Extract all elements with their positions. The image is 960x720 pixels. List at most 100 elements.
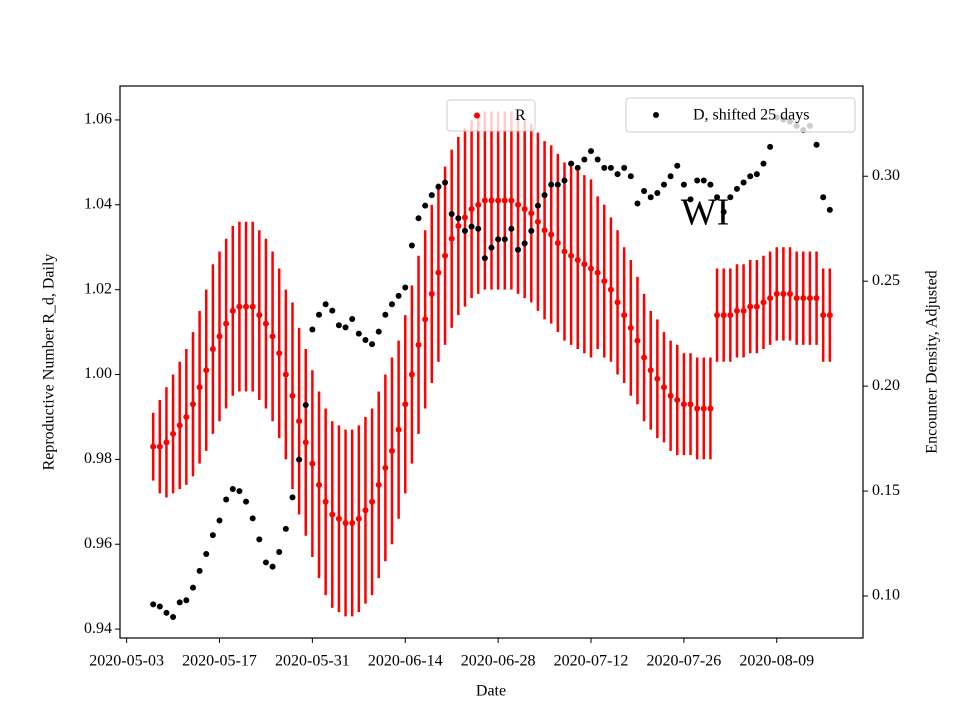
point	[355, 330, 362, 337]
x-tick-label: 2020-05-31	[275, 653, 350, 670]
point	[329, 511, 336, 518]
x-tick-label: 2020-05-17	[182, 653, 257, 670]
point	[574, 256, 581, 263]
point	[170, 614, 177, 621]
point	[826, 206, 833, 213]
point	[468, 206, 475, 213]
point	[329, 307, 336, 314]
point	[362, 336, 369, 343]
point	[388, 301, 395, 308]
x-tick-label: 2020-07-12	[554, 653, 629, 670]
point	[687, 196, 694, 203]
point	[568, 252, 575, 259]
point	[229, 307, 236, 314]
y2-tick-label: 0.20	[872, 377, 900, 394]
point	[760, 160, 767, 167]
point	[448, 211, 455, 218]
point	[541, 227, 548, 234]
point	[594, 269, 601, 276]
point	[627, 324, 634, 331]
point	[156, 443, 163, 450]
point	[647, 194, 654, 201]
point	[189, 584, 196, 591]
point	[296, 418, 303, 425]
point	[349, 315, 356, 322]
point	[322, 498, 329, 505]
point	[163, 609, 170, 616]
point	[501, 197, 508, 204]
x-tick-label: 2020-08-09	[739, 653, 814, 670]
point	[508, 197, 515, 204]
point	[276, 548, 283, 555]
y-tick-label: 1.06	[84, 111, 112, 128]
point	[408, 371, 415, 378]
point	[621, 312, 628, 319]
point	[495, 236, 502, 243]
point	[196, 567, 203, 574]
point	[720, 208, 727, 215]
y-axis-label: Reproductive Number R_d, Daily	[41, 254, 58, 471]
point	[813, 295, 820, 302]
point	[488, 197, 495, 204]
point	[654, 375, 661, 382]
point	[581, 261, 588, 268]
point	[694, 405, 701, 412]
point	[541, 192, 548, 199]
legend-box	[446, 99, 536, 132]
point	[614, 299, 621, 306]
point	[282, 525, 289, 532]
point	[256, 536, 263, 543]
point	[733, 185, 740, 192]
y-tick-label: 1.04	[84, 195, 112, 212]
point	[714, 312, 721, 319]
point	[634, 337, 641, 344]
legend-box	[625, 97, 856, 133]
point	[568, 160, 575, 167]
point	[475, 225, 482, 232]
point	[501, 236, 508, 243]
point	[309, 326, 316, 333]
point	[229, 485, 236, 492]
point	[806, 295, 813, 302]
point	[588, 265, 595, 272]
point	[528, 210, 535, 217]
point	[660, 181, 667, 188]
point	[760, 299, 767, 306]
point	[607, 164, 614, 171]
point	[614, 171, 621, 178]
point	[534, 202, 541, 209]
point	[767, 143, 774, 150]
point	[820, 312, 827, 319]
point	[442, 179, 449, 186]
point	[687, 401, 694, 408]
y2-tick-label: 0.30	[872, 167, 900, 184]
point	[223, 496, 230, 503]
point	[415, 341, 422, 348]
point	[461, 227, 468, 234]
point	[647, 367, 654, 374]
point	[793, 295, 800, 302]
point	[422, 316, 429, 323]
point	[282, 371, 289, 378]
point	[594, 156, 601, 163]
point	[780, 290, 787, 297]
point	[667, 392, 674, 399]
point	[170, 430, 177, 437]
legend-marker	[653, 112, 659, 118]
point	[601, 164, 608, 171]
point	[243, 498, 250, 505]
point	[342, 324, 349, 331]
point	[707, 181, 714, 188]
point	[720, 312, 727, 319]
point	[767, 295, 774, 302]
point	[528, 227, 535, 234]
point	[369, 498, 376, 505]
plot-frame	[119, 85, 864, 639]
point	[521, 206, 528, 213]
point	[322, 301, 329, 308]
point	[515, 201, 522, 208]
point	[422, 202, 429, 209]
point	[800, 295, 807, 302]
point	[548, 181, 555, 188]
